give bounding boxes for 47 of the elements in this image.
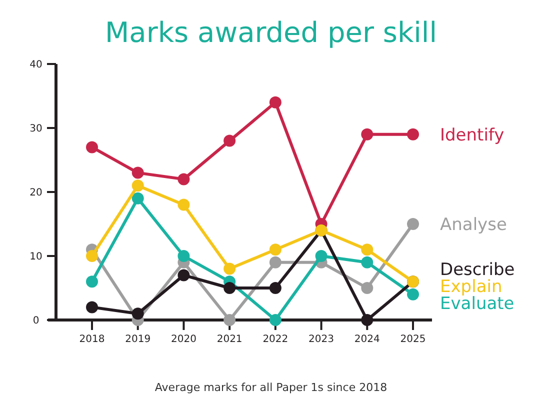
point: [224, 314, 236, 326]
x-tick-label: 2018: [79, 334, 105, 345]
point: [269, 282, 282, 294]
text: Average marks for all Paper 1s since 2018: [154, 381, 388, 394]
point: [178, 173, 190, 186]
point: [361, 256, 374, 268]
x-tick-label: 2024: [354, 334, 380, 345]
point: [269, 96, 282, 108]
point: [407, 128, 419, 140]
x-tick-label: 2019: [125, 334, 151, 345]
point: [178, 269, 190, 282]
point: [315, 250, 328, 262]
x-tick-label: 2020: [170, 334, 196, 345]
point: [269, 244, 282, 256]
y-tick-label: 40: [30, 60, 42, 70]
point: [86, 141, 98, 154]
chart-title: Marks awarded per skill: [105, 16, 437, 49]
point: [178, 198, 190, 211]
point: [269, 256, 282, 268]
point: [132, 180, 144, 192]
point: [132, 308, 144, 320]
point: [407, 218, 419, 230]
point: [86, 276, 98, 288]
x-tick-label: 2022: [262, 334, 288, 345]
point: [224, 134, 236, 147]
point: [361, 244, 374, 256]
point: [86, 301, 98, 314]
y-tick-label: 0: [32, 316, 40, 326]
point: [132, 192, 144, 204]
series-label: Identify: [440, 125, 504, 146]
point: [132, 166, 144, 179]
point: [269, 314, 282, 326]
y-tick-label: 10: [30, 252, 42, 262]
y-tick-label: 20: [30, 188, 42, 198]
point: [361, 314, 374, 326]
series-label: Analyse: [440, 214, 507, 235]
point: [224, 282, 236, 294]
x-tick-label: 2021: [216, 334, 242, 345]
point: [407, 288, 419, 300]
point: [361, 128, 374, 140]
point: [224, 262, 236, 275]
x-tick-label: 2025: [400, 334, 426, 345]
point: [86, 250, 98, 262]
y-tick-label: 30: [30, 124, 42, 134]
x-tick-label: 2023: [308, 334, 334, 345]
point: [361, 282, 374, 294]
point: [178, 250, 190, 262]
